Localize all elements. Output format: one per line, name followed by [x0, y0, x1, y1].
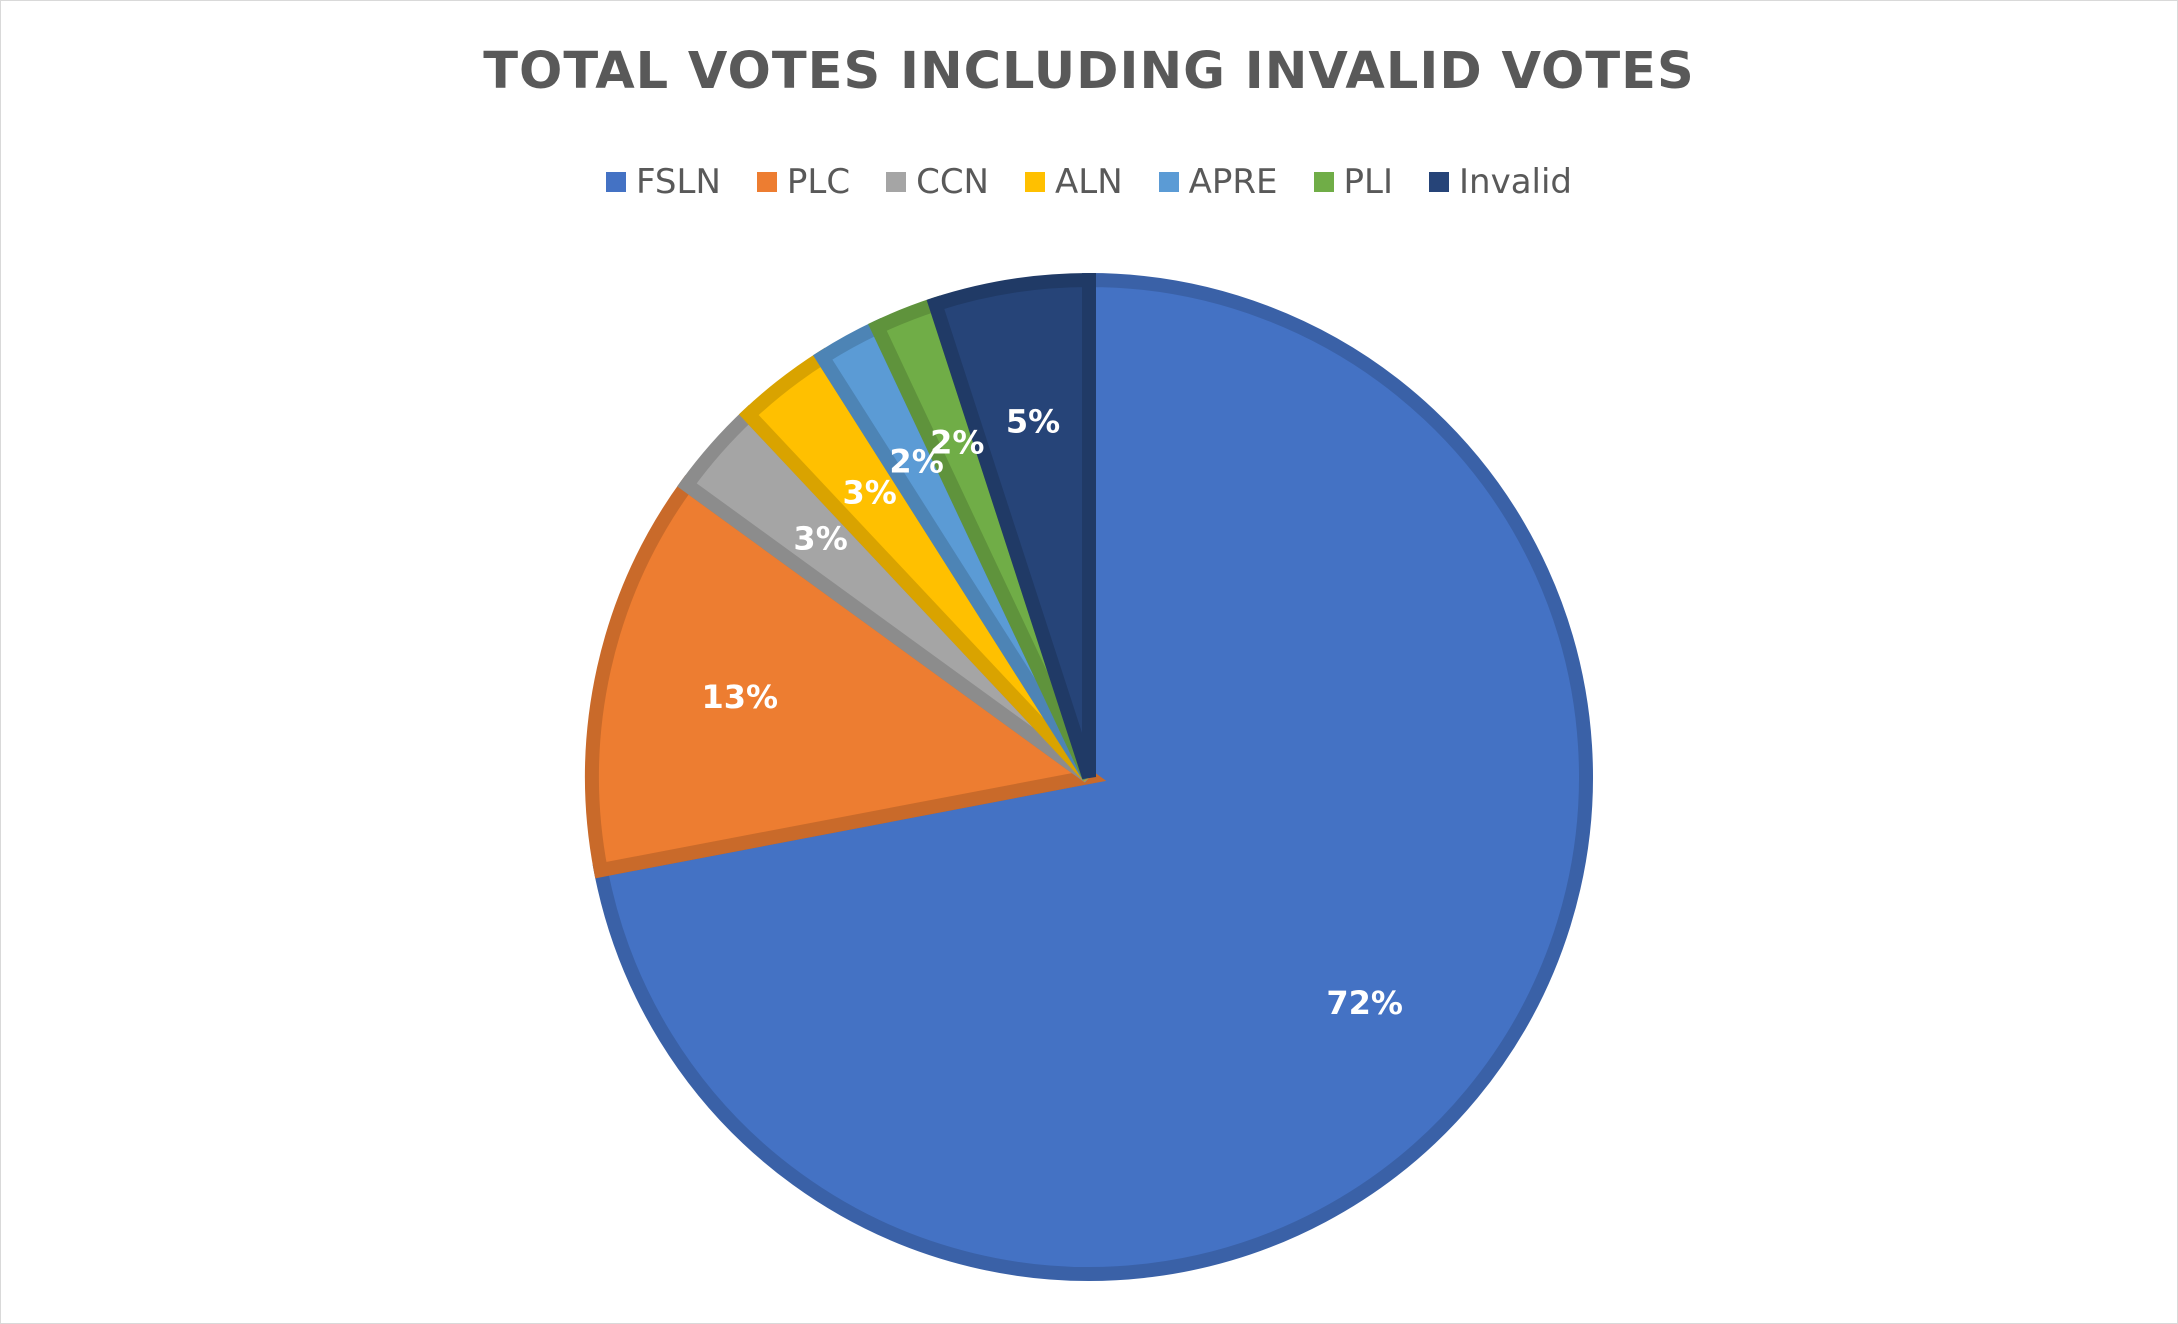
pie-slice-invalid[interactable] [926, 272, 1096, 780]
pie-slice-plc[interactable] [585, 475, 1107, 879]
legend-label-ccn: CCN [916, 162, 989, 202]
legend-item-ccn[interactable]: CCN [886, 162, 989, 202]
legend-item-fsln[interactable]: FSLN [605, 162, 721, 202]
slice-label-pli: 2% [930, 423, 984, 461]
legend-item-plc[interactable]: PLC [756, 162, 851, 202]
legend-item-aln[interactable]: ALN [1025, 162, 1123, 202]
legend-swatch-apre [1158, 172, 1179, 192]
slice-label-invalid: 5% [1006, 403, 1060, 441]
legend-swatch-pli [1313, 172, 1334, 192]
pie-labels: 72%13%3%3%2%2%5% [702, 403, 1403, 1022]
legend-swatch-plc [756, 172, 777, 192]
slice-label-apre: 2% [889, 442, 943, 480]
legend-label-plc: PLC [786, 162, 851, 202]
legend: FSLN PLC CCN ALN APRE PLI Invalid [0, 162, 2178, 202]
slice-label-fsln: 72% [1326, 984, 1403, 1022]
legend-swatch-aln [1025, 172, 1045, 192]
legend-item-pli[interactable]: PLI [1313, 162, 1393, 202]
legend-label-aln: ALN [1055, 162, 1123, 202]
legend-label-pli: PLI [1343, 162, 1393, 202]
slice-label-ccn: 3% [793, 519, 847, 557]
legend-label-apre: APRE [1188, 162, 1278, 202]
legend-item-apre[interactable]: APRE [1158, 162, 1278, 202]
legend-swatch-ccn [886, 172, 907, 192]
slice-label-plc: 13% [702, 678, 779, 716]
legend-swatch-fsln [605, 172, 626, 192]
slice-label-aln: 3% [843, 473, 897, 511]
legend-item-invalid[interactable]: Invalid [1429, 162, 1572, 202]
legend-label-invalid: Invalid [1459, 162, 1573, 202]
chart-title: TOTAL VOTES INCLUDING INVALID VOTES [483, 42, 1695, 101]
pie-slices [585, 272, 1593, 1281]
legend-label-fsln: FSLN [635, 162, 721, 202]
legend-swatch-invalid [1429, 172, 1449, 192]
